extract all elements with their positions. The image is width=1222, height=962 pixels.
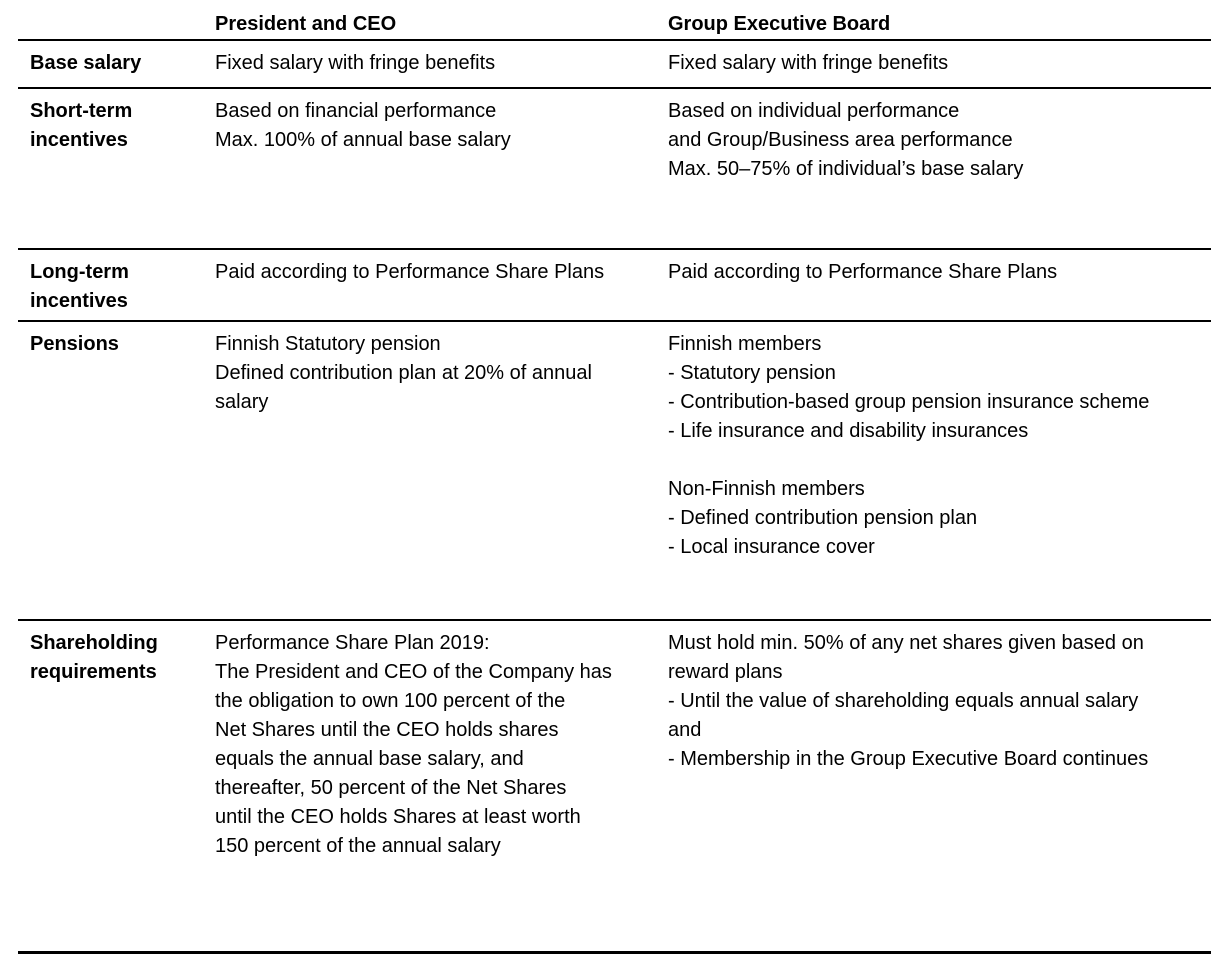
row-label-shareholding-requirements: Shareholding requirements [30,632,158,683]
row-label-pensions: Pensions [30,333,119,355]
pensions-group-executive-board: Finnish members - Statutory pension - Co… [668,333,1150,558]
row-label-base-salary: Base salary [30,52,142,74]
table-row-shareholding-requirements: Shareholding requirements Performance Sh… [18,621,1211,954]
pensions-president-ceo: Finnish Statutory pension Defined contri… [215,333,592,413]
table-header-row: President and CEO Group Executive Board [18,0,1211,41]
shareholding-requirements-group-executive-board: Must hold min. 50% of any net shares giv… [668,632,1149,770]
header-group-executive-board: Group Executive Board [668,13,891,35]
short-term-incentives-group-executive-board: Based on individual performance and Grou… [668,100,1024,180]
row-label-short-term-incentives: Short-term incentives [30,100,133,151]
table-row-short-term-incentives: Short-term incentives Based on financial… [18,89,1211,250]
long-term-incentives-president-ceo: Paid according to Performance Share Plan… [215,261,605,283]
table-row-pensions: Pensions Finnish Statutory pension Defin… [18,322,1211,621]
table-row-long-term-incentives: Long-term incentives Paid according to P… [18,250,1211,322]
table-row-base-salary: Base salary Fixed salary with fringe ben… [18,41,1211,89]
header-empty-cell [18,0,215,39]
row-label-long-term-incentives: Long-term incentives [30,261,129,312]
compensation-table: President and CEO Group Executive Board … [18,0,1211,954]
base-salary-group-executive-board: Fixed salary with fringe benefits [668,52,949,74]
header-president-and-ceo: President and CEO [215,13,397,35]
shareholding-requirements-president-ceo: Performance Share Plan 2019: The Preside… [215,632,612,857]
short-term-incentives-president-ceo: Based on financial performance Max. 100%… [215,100,511,151]
long-term-incentives-group-executive-board: Paid according to Performance Share Plan… [668,261,1058,283]
base-salary-president-ceo: Fixed salary with fringe benefits [215,52,496,74]
